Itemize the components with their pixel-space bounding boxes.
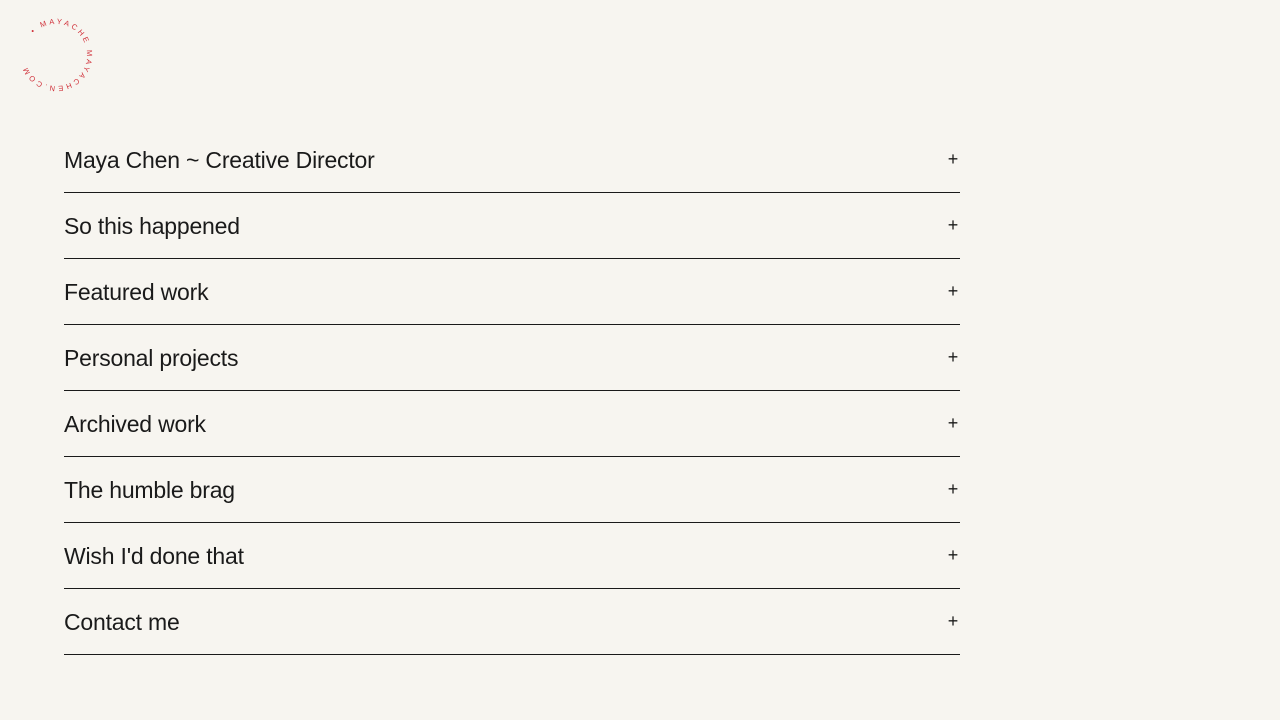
accordion-item-label: Featured work <box>64 279 209 305</box>
plus-icon[interactable]: + <box>947 215 959 235</box>
plus-icon[interactable]: + <box>947 149 959 169</box>
logo[interactable]: • MAYACHE MAYACHEN.COM <box>16 15 96 95</box>
accordion-item[interactable]: Personal projects + <box>64 325 960 391</box>
accordion-item[interactable]: Maya Chen ~ Creative Director + <box>64 127 960 193</box>
accordion-item[interactable]: Wish I'd done that + <box>64 523 960 589</box>
accordion-item[interactable]: So this happened + <box>64 193 960 259</box>
accordion-item-label: Personal projects <box>64 345 239 371</box>
svg-text:• MAYACHE MAYACHEN.COM: • MAYACHE MAYACHEN.COM <box>20 17 94 93</box>
accordion-item-label: So this happened <box>64 213 240 239</box>
accordion-item[interactable]: Featured work + <box>64 259 960 325</box>
plus-icon[interactable]: + <box>947 347 959 367</box>
plus-icon[interactable]: + <box>947 413 959 433</box>
plus-icon[interactable]: + <box>947 479 959 499</box>
plus-icon[interactable]: + <box>947 611 959 631</box>
accordion-item[interactable]: Archived work + <box>64 391 960 457</box>
accordion: Maya Chen ~ Creative Director + So this … <box>64 127 960 655</box>
circular-logo-mark: • MAYACHE MAYACHEN.COM <box>20 17 94 93</box>
accordion-item[interactable]: Contact me + <box>64 589 960 655</box>
logo-text: • MAYACHE MAYACHEN.COM <box>20 17 91 93</box>
plus-icon[interactable]: + <box>947 545 959 565</box>
accordion-item-label: Archived work <box>64 411 206 437</box>
accordion-item-label: The humble brag <box>64 477 235 503</box>
accordion-item[interactable]: The humble brag + <box>64 457 960 523</box>
accordion-item-label: Contact me <box>64 609 180 635</box>
accordion-item-label: Wish I'd done that <box>64 543 244 569</box>
accordion-item-label: Maya Chen ~ Creative Director <box>64 147 375 173</box>
plus-icon[interactable]: + <box>947 281 959 301</box>
